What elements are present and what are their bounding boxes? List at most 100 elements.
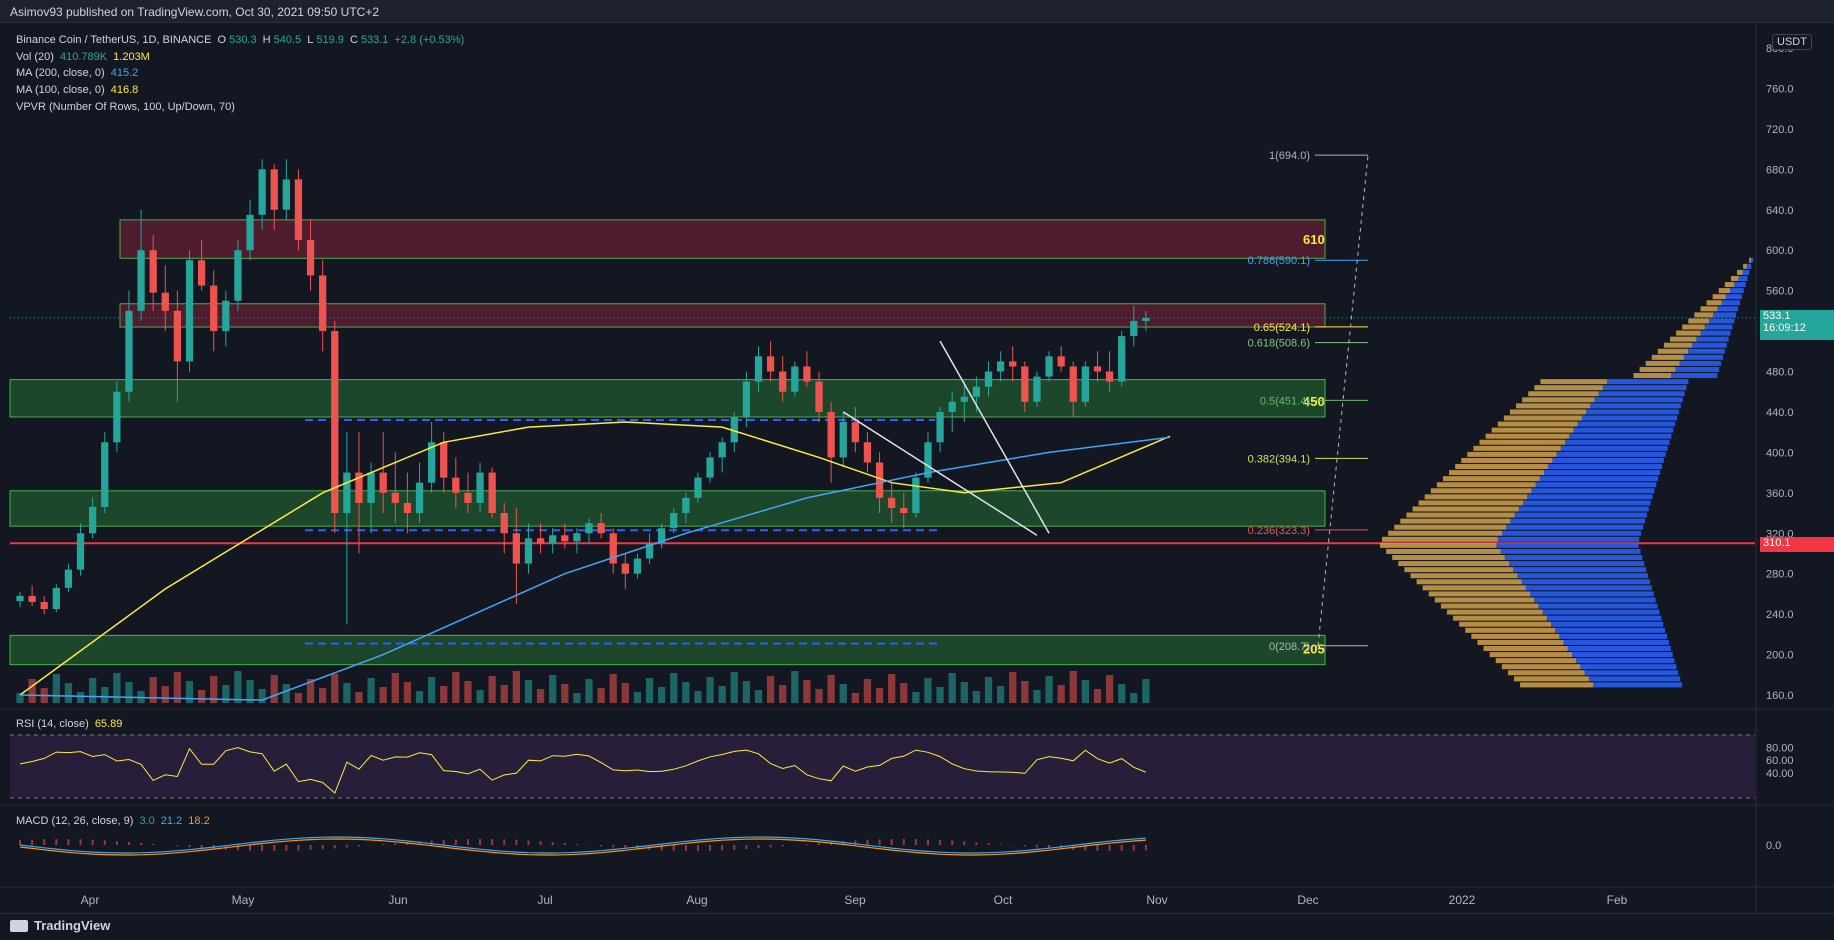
vpvr-up-bar	[1539, 476, 1659, 482]
vpvr-down-bar	[1645, 360, 1680, 366]
volume-bar	[754, 690, 763, 703]
macd-signal-value: 18.2	[188, 815, 210, 827]
candle-body	[1118, 336, 1126, 382]
candle-body	[16, 595, 24, 601]
vpvr-up-bar	[1584, 670, 1679, 676]
time-tick-label: 2022	[1449, 893, 1476, 907]
macd-legend[interactable]: MACD (12, 26, close, 9) 3.0 21.2 18.2	[16, 815, 213, 827]
vpvr-down-bar	[1724, 282, 1735, 288]
volume-bar	[948, 673, 956, 703]
ma100-line	[19, 421, 1171, 696]
vpvr-down-bar	[1688, 318, 1709, 324]
price-tick-label: 440.0	[1766, 407, 1794, 419]
volume-bar	[234, 671, 242, 703]
vpvr-down-bar	[1447, 609, 1543, 615]
candle-body	[1045, 356, 1053, 377]
vpvr-down-bar	[1479, 439, 1565, 445]
volume-bar	[101, 687, 109, 703]
price-tick-label: 360.0	[1766, 488, 1794, 500]
candle-body	[900, 507, 908, 514]
low-value: 519.9	[316, 34, 344, 46]
vpvr-label: VPVR (Number Of Rows, 100, Up/Down, 70)	[16, 101, 235, 113]
vpvr-down-bar	[1380, 542, 1497, 548]
vpvr-down-bar	[1657, 348, 1688, 354]
time-tick-label: Jun	[388, 893, 407, 907]
publisher-text: Asimov93 published on TradingView.com, O…	[10, 5, 379, 19]
vpvr-down-bar	[1436, 482, 1536, 488]
volume-bar	[996, 686, 1005, 703]
fib-label-0.618: 0.618(508.6)	[1248, 338, 1310, 350]
candle-body	[89, 506, 97, 534]
publish-header: Asimov93 published on TradingView.com, O…	[0, 0, 1834, 23]
volume-label: Vol (20)	[16, 51, 54, 63]
vpvr-up-bar	[1576, 658, 1675, 664]
volume-bar	[1118, 684, 1126, 703]
candle-body	[294, 179, 303, 241]
vpvr-down-bar	[1459, 621, 1551, 627]
vpvr-down-bar	[1467, 451, 1557, 457]
volume-bar	[524, 680, 533, 703]
vpvr-up-bar	[1506, 524, 1644, 530]
vpvr-up-bar	[1588, 676, 1681, 682]
vpvr-down-bar	[1737, 269, 1743, 275]
volume-bar	[161, 686, 169, 703]
tradingview-icon	[10, 919, 28, 932]
vpvr-up-bar	[1510, 518, 1645, 524]
vpvr-up-bar	[1535, 482, 1657, 488]
currency-button[interactable]: USDT	[1772, 34, 1812, 50]
low-label: L	[307, 34, 314, 46]
vpvr-down-bar	[1416, 579, 1522, 585]
vpvr-down-bar	[1410, 573, 1518, 579]
zone-1	[119, 303, 1326, 328]
vpvr-up-bar	[1679, 360, 1722, 366]
vpvr-down-bar	[1706, 300, 1722, 306]
volume-bar	[658, 687, 666, 703]
candle-body	[113, 391, 121, 443]
close-label: C	[349, 34, 358, 46]
vpvr-up-bar	[1602, 385, 1687, 391]
vpvr-up-bar	[1542, 609, 1660, 615]
macd-tick-label: 0.0	[1766, 840, 1781, 852]
ma100-legend[interactable]: MA (100, close, 0) 416.8	[16, 84, 141, 96]
vpvr-up-bar	[1523, 500, 1651, 506]
candle-body	[137, 250, 145, 311]
candle-body	[658, 528, 666, 544]
candle-body	[718, 442, 726, 458]
symbol-legend[interactable]: Binance Coin / TetherUS, 1D, BINANCE O 53…	[16, 34, 467, 46]
candle-body	[1069, 366, 1077, 402]
volume-bar	[791, 671, 799, 703]
macd-line-value: 21.2	[160, 815, 183, 827]
vpvr-up-bar	[1590, 403, 1681, 409]
candle-body	[40, 601, 48, 610]
candle-body	[440, 442, 448, 478]
candle-body	[815, 381, 823, 412]
countdown-value: 16:09:12	[1763, 322, 1806, 334]
volume-bar	[294, 693, 303, 703]
vpvr-up-bar	[1581, 415, 1678, 421]
volume-bar	[1033, 690, 1041, 703]
volume-bar	[197, 690, 206, 703]
wedge-lower-line	[842, 411, 1038, 536]
volume-bar	[488, 676, 496, 703]
rsi-legend[interactable]: RSI (14, close) 65.89	[16, 718, 125, 730]
candle-body	[355, 472, 363, 503]
tradingview-logo[interactable]: TradingView	[10, 918, 110, 933]
vpvr-down-bar	[1534, 385, 1603, 391]
vpvr-down-bar	[1473, 445, 1561, 451]
candle-body	[427, 442, 436, 483]
time-tick-label: Sep	[844, 893, 866, 907]
vpvr-down-bar	[1503, 415, 1582, 421]
volume-bar	[936, 687, 944, 703]
fib-label-0.236: 0.236(323.3)	[1248, 525, 1310, 537]
symbol-name: Binance Coin / TetherUS, 1D, BINANCE	[16, 34, 212, 46]
candle-body	[1033, 376, 1041, 402]
volume-legend[interactable]: Vol (20) 410.789K 1.203M	[16, 51, 153, 63]
ma200-legend[interactable]: MA (200, close, 0) 415.2	[16, 67, 141, 79]
vpvr-down-bar	[1501, 664, 1581, 670]
vpvr-up-bar	[1696, 336, 1729, 342]
vpvr-legend[interactable]: VPVR (Number Of Rows, 100, Up/Down, 70)	[16, 101, 238, 113]
vpvr-up-bar	[1517, 573, 1649, 579]
rsi-band	[10, 735, 1755, 798]
vpvr-down-bar	[1398, 561, 1509, 567]
